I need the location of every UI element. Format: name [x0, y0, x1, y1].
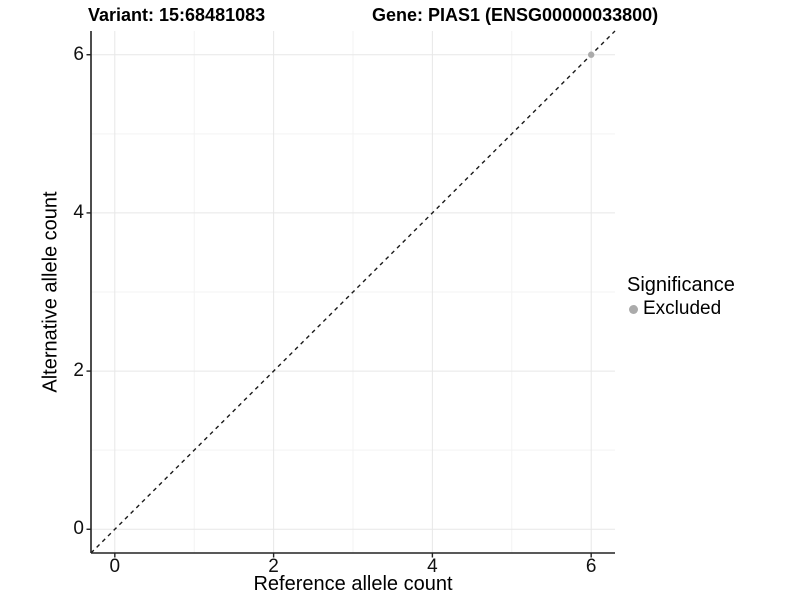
x-tick-label: 4 — [427, 556, 438, 577]
y-tick-label: 6 — [73, 43, 84, 65]
legend: Significance Excluded — [627, 274, 735, 320]
excluded-circle-icon — [629, 304, 638, 314]
legend-title: Significance — [627, 274, 735, 296]
y-tick-label: 2 — [73, 360, 84, 382]
y-axis-title: Alternative allele count — [39, 191, 62, 393]
x-tick-label: 0 — [109, 556, 121, 577]
data-point — [587, 51, 595, 58]
y-tick-label: 4 — [73, 201, 84, 223]
x-tick-label: 2 — [268, 556, 279, 577]
plot-title-gene: Gene: PIAS1 (ENSG00000033800) — [372, 5, 659, 25]
y-tick-label: 0 — [73, 518, 84, 540]
plot-title-variant: Variant: 15:68481083 — [88, 5, 266, 25]
legend-item-excluded: Excluded — [627, 298, 735, 320]
identity-dashed-line — [90, 30, 616, 554]
legend-item-label: Excluded — [643, 298, 722, 319]
x-tick-label: 6 — [585, 556, 597, 577]
x-axis-title: Reference allele count — [253, 573, 453, 595]
